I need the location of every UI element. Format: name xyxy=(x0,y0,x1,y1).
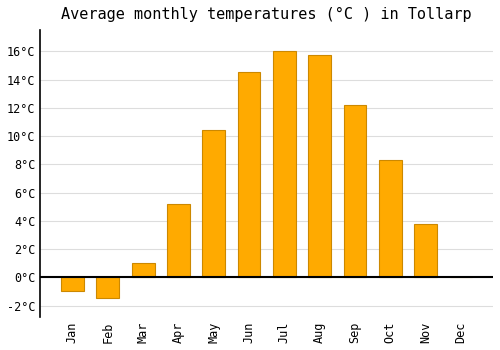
Bar xyxy=(61,277,84,292)
Bar xyxy=(132,263,154,277)
Bar xyxy=(344,105,366,277)
Bar xyxy=(273,51,296,277)
Bar xyxy=(202,130,225,277)
Bar xyxy=(308,56,331,277)
Bar xyxy=(414,224,437,277)
Bar xyxy=(379,160,402,277)
Bar xyxy=(96,277,119,299)
Bar xyxy=(238,72,260,277)
Title: Average monthly temperatures (°C ) in Tollarp: Average monthly temperatures (°C ) in To… xyxy=(62,7,472,22)
Bar xyxy=(167,204,190,277)
